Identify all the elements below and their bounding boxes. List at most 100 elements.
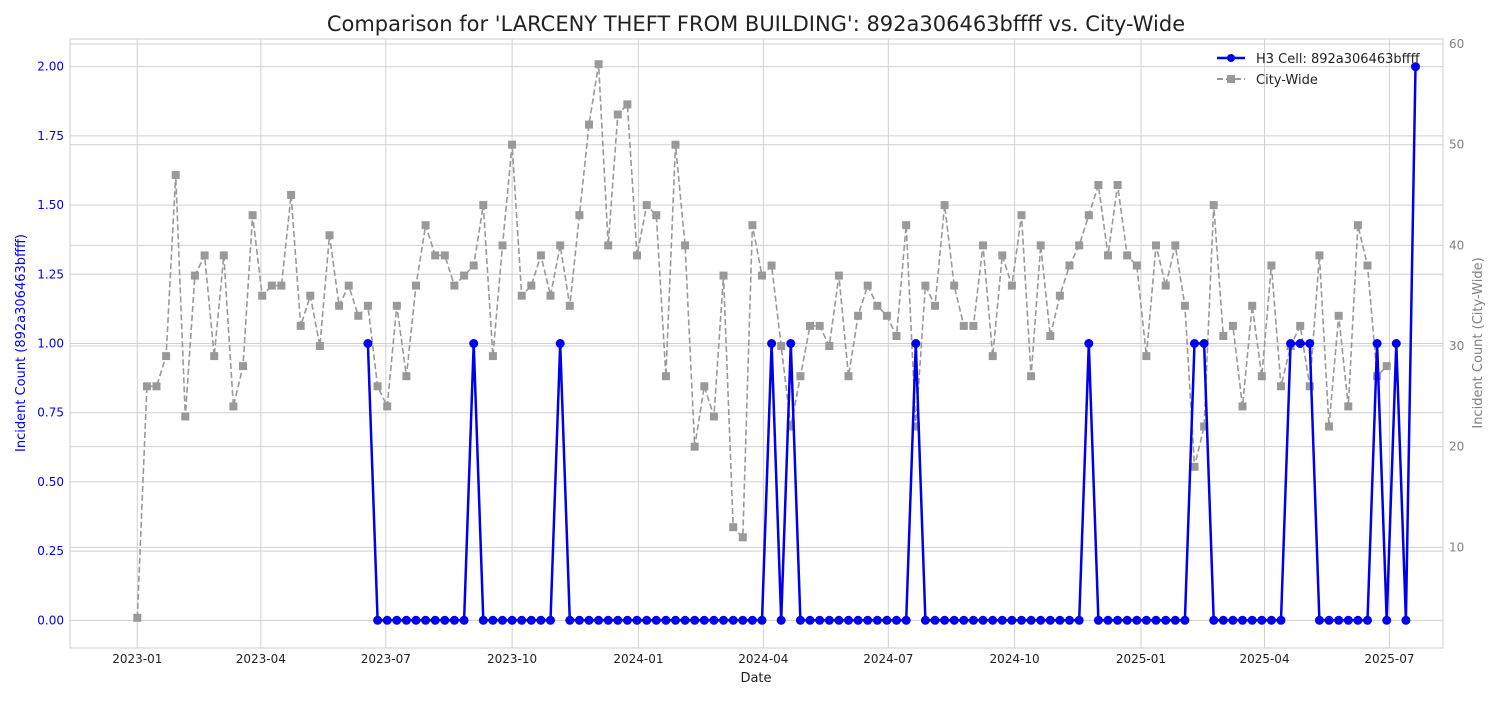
h3-cell-point (1266, 615, 1276, 625)
h3-cell-point (1007, 615, 1017, 625)
city-wide-point (133, 613, 142, 622)
city-wide-point (575, 211, 584, 220)
city-wide-point (460, 271, 469, 280)
city-wide-point (248, 211, 257, 220)
h3-cell-point (1382, 615, 1392, 625)
city-wide-point (517, 291, 526, 300)
h3-cell-point (1093, 615, 1103, 625)
h3-cell-point (1074, 615, 1084, 625)
city-wide-point (1055, 291, 1064, 300)
h3-cell-point (440, 615, 450, 625)
h3-cell-point (853, 615, 863, 625)
h3-cell-point (392, 615, 402, 625)
city-wide-point (296, 321, 305, 330)
legend-city-marker (1227, 75, 1235, 83)
city-wide-point (152, 382, 161, 391)
chart-title: Comparison for 'LARCENY THEFT FROM BUILD… (327, 12, 1185, 36)
city-wide-point (1036, 241, 1045, 250)
city-wide-point (287, 191, 296, 199)
h3-cell-point (920, 615, 930, 625)
city-wide-point (1219, 332, 1228, 340)
city-wide-point (700, 382, 709, 391)
h3-cell-point (795, 615, 805, 625)
h3-cell-point (363, 339, 373, 348)
city-wide-point (834, 271, 843, 280)
city-wide-point (1363, 261, 1372, 270)
h3-cell-point (728, 615, 738, 625)
y-left-tick-label: 0.00 (37, 613, 64, 627)
h3-cell-point (622, 615, 632, 625)
h3-cell-point (1036, 615, 1046, 625)
h3-cell-point (488, 615, 498, 625)
h3-cell-point (680, 615, 690, 625)
city-wide-point (652, 211, 661, 220)
y-right-tick-label: 40 (1449, 238, 1464, 252)
h3-cell-point (1353, 615, 1363, 625)
city-wide-point (796, 372, 805, 381)
city-wide-point (402, 372, 411, 381)
h3-cell-point (401, 615, 411, 625)
city-wide-point (815, 321, 824, 330)
city-wide-point (219, 251, 228, 260)
h3-cell-point (844, 615, 853, 625)
h3-cell-point (517, 615, 527, 625)
h3-cell-point (1334, 615, 1344, 625)
city-wide-point (681, 241, 690, 250)
h3-cell-point (747, 615, 757, 625)
h3-cell-point (1247, 615, 1257, 625)
h3-cell-point (411, 615, 421, 625)
city-wide-point (488, 352, 497, 361)
y-right-tick-label: 50 (1449, 138, 1464, 152)
city-wide-point (412, 281, 420, 290)
h3-cell-point (1055, 615, 1065, 625)
city-wide-point (738, 533, 747, 542)
city-wide-point (239, 362, 247, 371)
city-wide-point (863, 281, 872, 290)
h3-cell-point (603, 615, 613, 625)
city-wide-point (1027, 372, 1036, 381)
h3-cell-point (449, 615, 459, 625)
x-axis-label: Date (740, 671, 771, 686)
x-tick-label: 2024-07 (863, 652, 913, 666)
h3-cell-point (901, 615, 911, 625)
h3-cell-point (661, 615, 671, 625)
city-wide-point (508, 140, 517, 149)
h3-cell-point (1103, 615, 1113, 625)
h3-cell-point (651, 615, 661, 625)
h3-cell-point (1170, 615, 1180, 625)
city-wide-point (892, 332, 901, 340)
y-right-tick-label: 10 (1449, 540, 1464, 554)
city-wide-point (1046, 332, 1055, 340)
h3-cell-point (1180, 615, 1190, 625)
h3-cell-point (1045, 615, 1055, 625)
city-wide-point (556, 241, 565, 250)
city-wide-point (267, 281, 276, 290)
x-tick-label: 2024-01 (613, 652, 663, 666)
city-wide-point (1065, 261, 1074, 270)
h3-cell-point (546, 615, 555, 625)
h3-cell-point (594, 615, 604, 625)
h3-cell-point (1238, 615, 1247, 625)
h3-cell-point (1209, 615, 1219, 625)
h3-cell-point (459, 615, 469, 625)
y-left-tick-label: 2.00 (37, 60, 64, 74)
city-wide-point (1142, 352, 1151, 361)
city-wide-point (1132, 261, 1141, 270)
city-wide-point (931, 301, 939, 310)
h3-cell-point (805, 615, 815, 625)
city-wide-point (373, 382, 382, 391)
city-wide-point (1104, 251, 1112, 260)
city-wide-point (383, 402, 392, 411)
city-wide-point (988, 352, 997, 361)
h3-cell-point (373, 615, 383, 625)
city-wide-point (613, 110, 622, 119)
city-wide-point (1094, 181, 1103, 189)
y-left-tick-label: 0.25 (37, 544, 64, 558)
city-wide-point (806, 321, 814, 330)
y-axis-right-label: Incident Count (City-Wide) (1471, 257, 1486, 428)
h3-cell-point (1324, 615, 1334, 625)
city-wide-point (709, 412, 718, 421)
h3-cell-point (1122, 615, 1132, 625)
h3-cell-point (940, 615, 950, 625)
city-wide-point (1267, 261, 1276, 270)
